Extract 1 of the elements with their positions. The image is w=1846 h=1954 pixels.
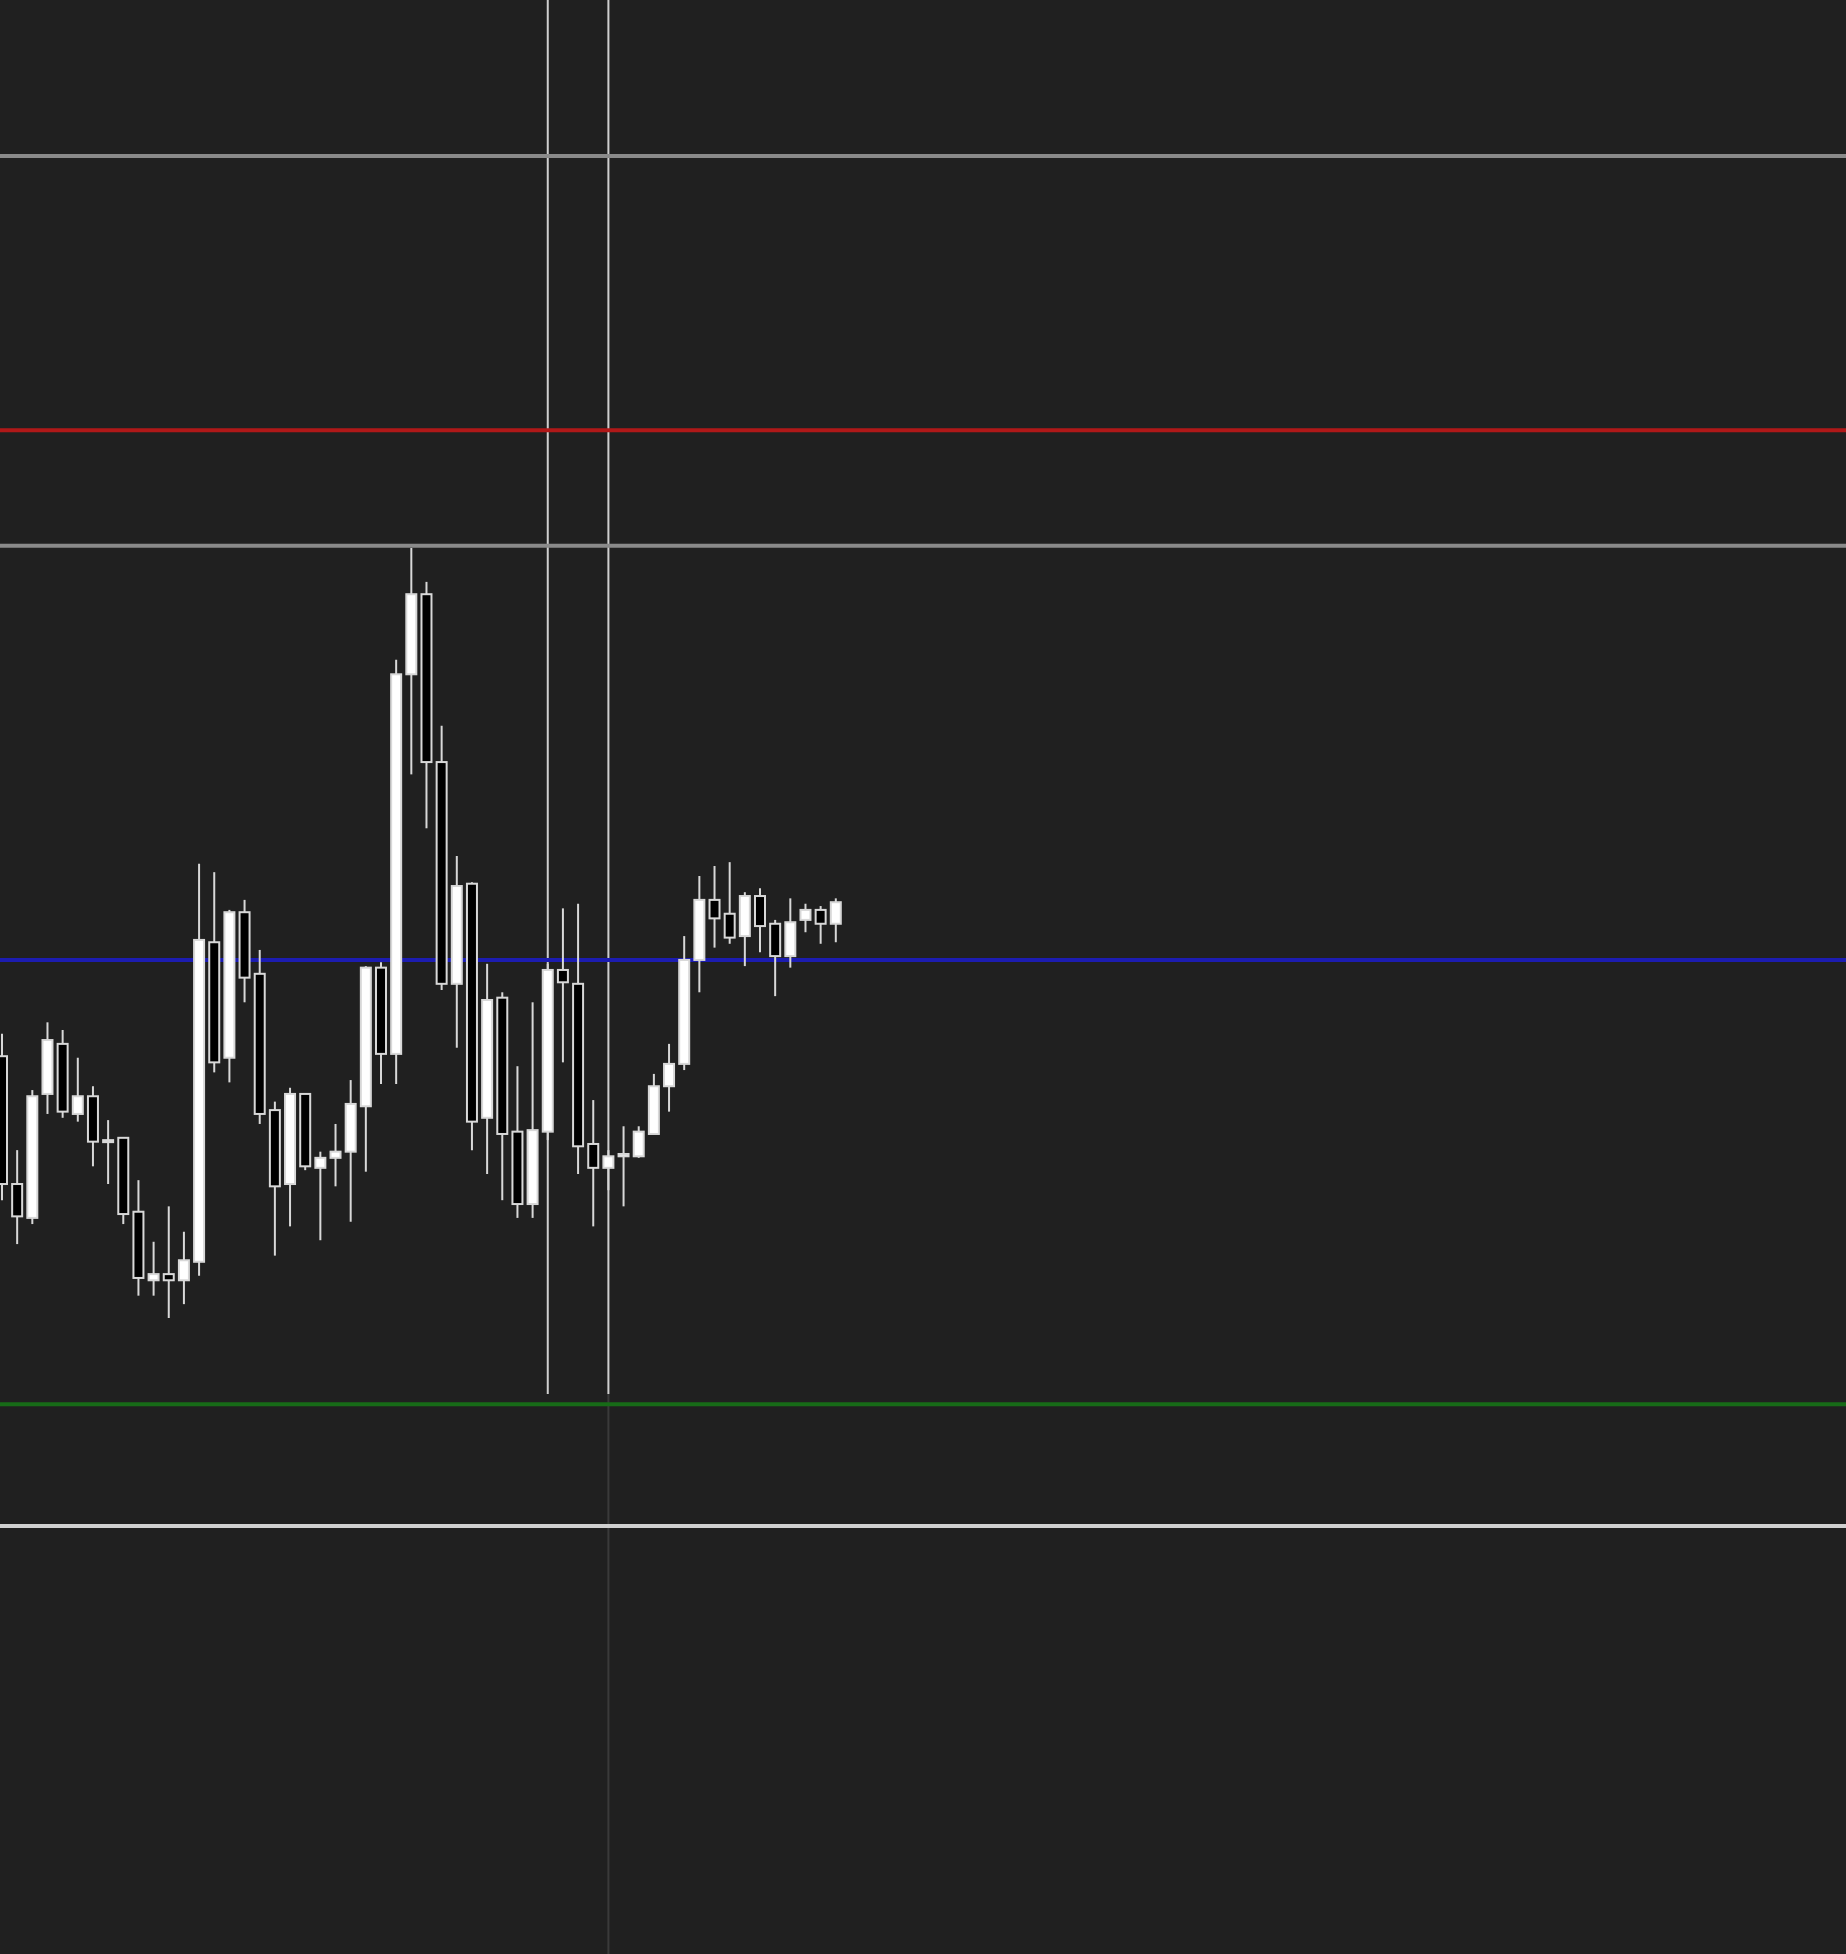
candlestick xyxy=(799,902,812,934)
